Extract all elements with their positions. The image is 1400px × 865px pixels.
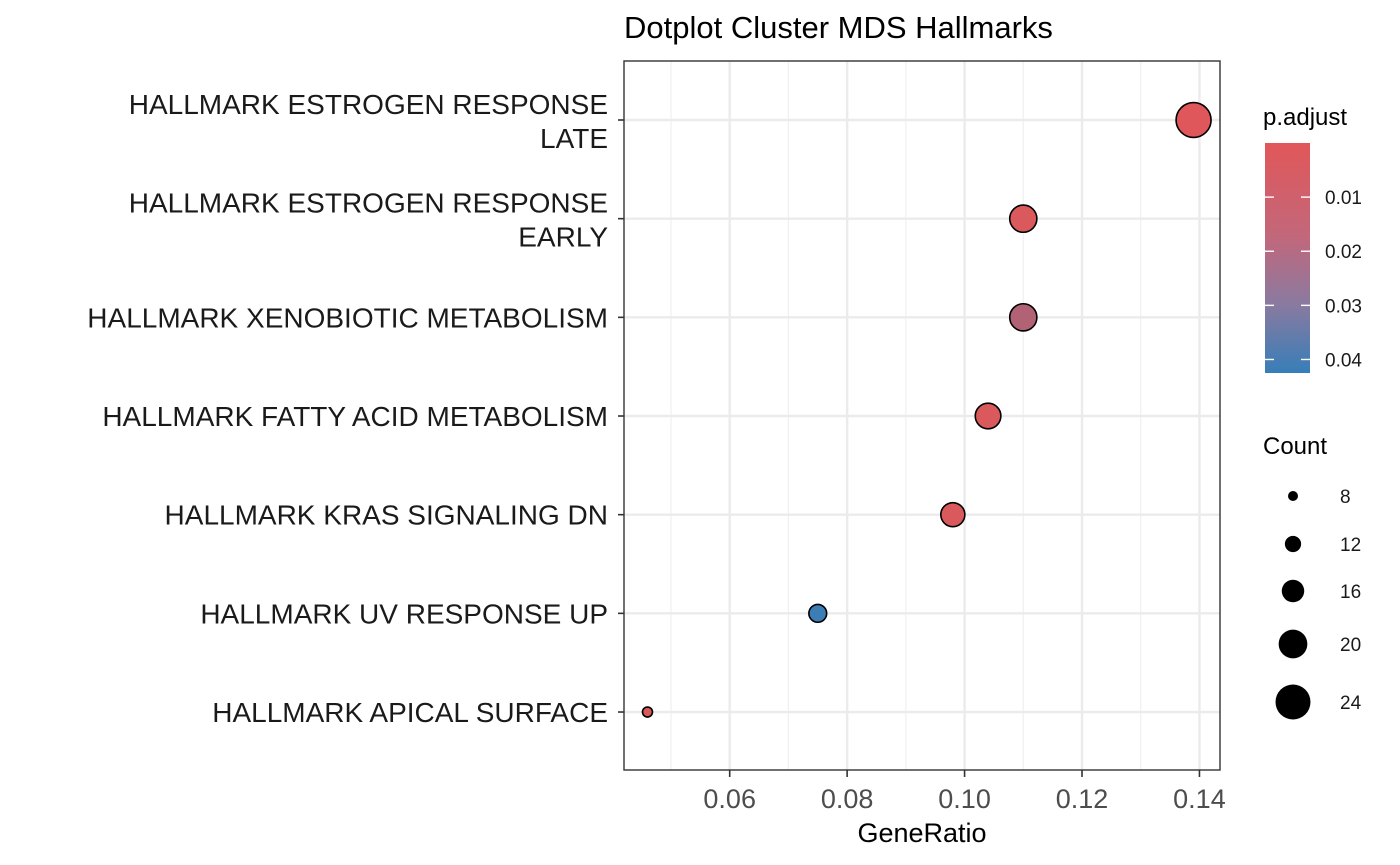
size-legend-keys: 8 12 16 20 24 [1275, 487, 1362, 720]
size-legend-label: 24 [1340, 693, 1362, 714]
size-legend: Count 8 12 16 20 24 [1263, 433, 1362, 720]
chart-title: Dotplot Cluster MDS Hallmarks [624, 10, 1053, 45]
color-legend-tick-label: 0.01 [1325, 188, 1362, 209]
x-tick-label: 0.08 [821, 784, 874, 814]
size-legend-key [1278, 629, 1308, 659]
size-legend-key [1288, 491, 1298, 501]
data-point [974, 402, 1002, 430]
data-point [1008, 204, 1038, 234]
y-axis: HALLMARK ESTROGEN RESPONSE LATE HALLMARK E… [87, 89, 624, 728]
x-tick-label: 0.06 [703, 784, 756, 814]
x-axis: 0.06 0.08 0.10 0.12 0.14 [703, 770, 1226, 814]
size-legend-key [1275, 684, 1311, 720]
data-point [1175, 101, 1212, 139]
x-tick-label: 0.12 [1056, 784, 1109, 814]
y-tick-label: HALLMARK KRAS SIGNALING DN [165, 500, 608, 531]
data-point [1008, 302, 1038, 332]
size-legend-key [1281, 579, 1305, 603]
size-legend-title: Count [1263, 433, 1327, 460]
color-legend-tick-label: 0.03 [1325, 296, 1362, 317]
x-tick-label: 0.14 [1173, 784, 1226, 814]
panel-grid [624, 61, 1220, 770]
data-point [808, 603, 828, 624]
x-tick-label: 0.10 [938, 784, 991, 814]
size-legend-label: 12 [1340, 535, 1361, 556]
y-tick-label: HALLMARK XENOBIOTIC METABOLISM [87, 302, 608, 333]
size-legend-label: 16 [1340, 582, 1361, 603]
color-legend-tick-label: 0.02 [1325, 242, 1362, 263]
color-legend-bar [1265, 143, 1310, 373]
color-legend-ticks: 0.01 0.02 0.03 0.04 [1265, 188, 1362, 371]
size-legend-label: 20 [1340, 635, 1361, 656]
y-tick-label: HALLMARK FATTY ACID METABOLISM [102, 401, 608, 432]
x-axis-label: GeneRatio [857, 818, 986, 848]
color-legend-title: p.adjust [1263, 104, 1347, 131]
data-point [940, 501, 966, 528]
size-legend-label: 8 [1340, 487, 1351, 508]
y-tick-label: HALLMARK ESTROGEN RESPONSE EARLY [129, 188, 609, 253]
size-legend-key [1284, 535, 1302, 553]
data-point [641, 706, 654, 718]
y-tick-label: HALLMARK UV RESPONSE UP [200, 598, 608, 629]
color-legend-tick-label: 0.04 [1325, 350, 1362, 371]
color-legend: p.adjust 0.01 0.02 0.03 0.04 [1263, 104, 1362, 373]
y-tick-label: HALLMARK ESTROGEN RESPONSE LATE [129, 89, 608, 154]
y-tick-label: HALLMARK APICAL SURFACE [212, 697, 608, 728]
data-points [641, 101, 1212, 718]
